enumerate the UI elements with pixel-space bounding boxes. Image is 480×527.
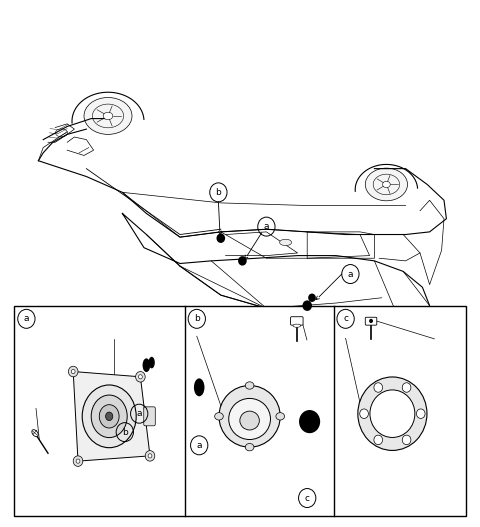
Ellipse shape <box>370 390 415 437</box>
Circle shape <box>402 435 411 445</box>
Ellipse shape <box>99 405 119 428</box>
Ellipse shape <box>149 357 155 368</box>
Text: b: b <box>216 188 221 197</box>
FancyBboxPatch shape <box>365 317 377 325</box>
Ellipse shape <box>103 112 113 120</box>
Ellipse shape <box>365 168 408 201</box>
Text: 96363D: 96363D <box>197 329 227 338</box>
Ellipse shape <box>219 386 280 447</box>
Bar <box>14 306 466 516</box>
Circle shape <box>417 409 425 418</box>
Text: 1125DA: 1125DA <box>433 326 463 336</box>
Text: a: a <box>264 222 269 231</box>
Ellipse shape <box>279 239 291 246</box>
Circle shape <box>148 454 152 458</box>
Circle shape <box>302 300 312 311</box>
Ellipse shape <box>215 413 223 420</box>
Ellipse shape <box>194 378 204 396</box>
Circle shape <box>73 456 83 466</box>
Ellipse shape <box>106 412 113 421</box>
Text: a: a <box>24 314 29 324</box>
FancyBboxPatch shape <box>144 407 156 426</box>
Circle shape <box>72 369 75 374</box>
Text: a: a <box>136 409 142 418</box>
Circle shape <box>374 435 383 445</box>
Circle shape <box>138 375 142 379</box>
Ellipse shape <box>358 377 427 451</box>
FancyBboxPatch shape <box>290 317 303 325</box>
Ellipse shape <box>383 181 390 188</box>
Text: 96371A: 96371A <box>346 331 375 341</box>
Ellipse shape <box>84 97 132 134</box>
Circle shape <box>135 372 145 382</box>
Polygon shape <box>73 372 150 461</box>
Ellipse shape <box>82 385 136 447</box>
Ellipse shape <box>245 382 254 389</box>
Circle shape <box>299 410 320 433</box>
Text: 96340A: 96340A <box>99 330 129 339</box>
Ellipse shape <box>245 444 254 451</box>
Ellipse shape <box>32 430 38 437</box>
Ellipse shape <box>91 395 127 437</box>
Text: b: b <box>194 314 200 324</box>
Circle shape <box>374 383 383 392</box>
Circle shape <box>76 459 80 463</box>
Text: a: a <box>348 269 353 279</box>
Ellipse shape <box>240 411 259 430</box>
Ellipse shape <box>276 413 285 420</box>
Text: 96301A: 96301A <box>22 404 51 413</box>
Text: 1018AD: 1018AD <box>307 335 337 345</box>
Ellipse shape <box>229 398 271 440</box>
Text: 1125DB: 1125DB <box>433 342 463 352</box>
Circle shape <box>216 233 225 243</box>
Circle shape <box>69 366 78 377</box>
Ellipse shape <box>293 324 300 327</box>
Text: 1125DN: 1125DN <box>432 334 463 344</box>
Text: 96363E: 96363E <box>197 337 226 346</box>
Text: b: b <box>122 427 128 437</box>
Circle shape <box>238 256 247 266</box>
Text: c: c <box>305 493 310 503</box>
Ellipse shape <box>143 358 150 372</box>
Circle shape <box>360 409 368 418</box>
Circle shape <box>145 451 155 461</box>
Circle shape <box>308 294 316 302</box>
Circle shape <box>402 383 411 392</box>
Circle shape <box>369 319 373 323</box>
Text: a: a <box>196 441 202 450</box>
Text: c: c <box>343 314 348 324</box>
